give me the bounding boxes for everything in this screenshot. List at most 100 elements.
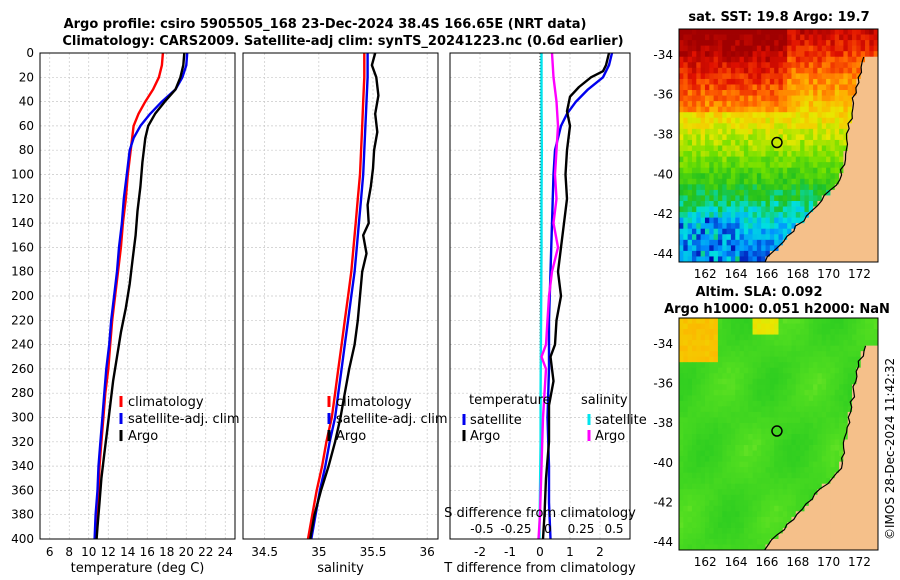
map-cell (691, 51, 697, 58)
land-cell (830, 494, 836, 501)
map-cell (826, 101, 831, 108)
map-cell (735, 434, 740, 440)
map-cell (804, 318, 810, 324)
map-cell (679, 167, 684, 174)
land-cell (873, 345, 879, 352)
map-cell (756, 472, 762, 479)
land-cell (852, 461, 857, 468)
map-cell (834, 84, 840, 91)
map-cell (683, 117, 689, 124)
map-cell (765, 318, 771, 324)
map-cell (739, 422, 745, 429)
map-cell (800, 489, 805, 496)
map-cell (743, 489, 749, 496)
land-cell (847, 250, 853, 257)
map-cell (852, 90, 857, 96)
map-cell (826, 318, 831, 324)
land-cell (856, 156, 862, 163)
land-cell (830, 256, 836, 263)
map-cell (752, 178, 758, 185)
map-cell (743, 200, 749, 207)
map-cell (752, 239, 758, 246)
map-cell (726, 428, 732, 435)
map-cell (696, 345, 702, 352)
map-cell (839, 367, 844, 374)
map-cell (687, 212, 693, 219)
map-cell (791, 400, 797, 407)
map-cell (869, 334, 875, 341)
map-cell (696, 200, 702, 207)
map-cell (813, 101, 818, 108)
map-cell (726, 90, 732, 96)
map-cell (787, 494, 792, 501)
map-cell (821, 56, 827, 63)
map-cell (826, 167, 831, 174)
land-cell (865, 373, 870, 380)
map-cell (826, 362, 831, 369)
land-cell (860, 228, 866, 235)
land-cell (847, 538, 853, 545)
land-cell (873, 178, 879, 185)
map-cell (700, 356, 706, 363)
land-cell (808, 239, 814, 246)
map-cell (804, 323, 810, 330)
land-cell (869, 472, 875, 479)
map-cell (748, 411, 753, 418)
land-cell (869, 367, 875, 374)
map-cell (830, 340, 836, 347)
land-cell (826, 494, 831, 501)
land-cell (800, 538, 805, 545)
map-cell (826, 467, 831, 474)
map-cell (865, 34, 870, 41)
map-cell (691, 400, 697, 407)
map-cell (826, 356, 831, 363)
land-cell (826, 538, 831, 545)
map-cell (778, 356, 784, 363)
map-cell (748, 373, 753, 380)
map-cell (782, 356, 788, 363)
map-cell (743, 450, 749, 457)
map-cell (739, 395, 745, 402)
map-cell (778, 318, 784, 324)
map-cell (869, 29, 875, 35)
land-cell (834, 223, 840, 230)
map-cell (743, 384, 749, 391)
map-cell (830, 73, 836, 80)
map-cell (795, 173, 801, 180)
map-cell (726, 123, 732, 130)
land-cell (873, 139, 879, 146)
map-cell (696, 329, 702, 335)
map-cell (687, 472, 693, 479)
map-cell (761, 505, 766, 512)
map-cell (717, 173, 723, 180)
map-cell (817, 411, 823, 418)
map-cell (761, 356, 766, 363)
map-cell (683, 472, 689, 479)
map-cell (713, 356, 719, 363)
map-cell (817, 67, 823, 74)
land-cell (830, 228, 836, 235)
land-cell (817, 245, 823, 252)
map-cell (808, 367, 814, 374)
map-cell (679, 212, 684, 219)
map-cell (691, 67, 697, 74)
land-cell (852, 151, 857, 157)
map-cell (774, 367, 779, 374)
map-cell (826, 450, 831, 457)
map-cell (795, 189, 801, 196)
map-cell (696, 544, 702, 551)
map-cell (687, 173, 693, 180)
map-cell (726, 395, 732, 402)
map-cell (826, 434, 831, 440)
land-cell (860, 373, 866, 380)
map-cell (700, 239, 706, 246)
coastline (764, 345, 867, 551)
map-cell (704, 34, 710, 41)
map-cell (830, 400, 836, 407)
map-cell (765, 95, 771, 102)
map-cell (726, 151, 732, 157)
map-cell (709, 389, 715, 396)
land-cell (860, 406, 866, 413)
map-cell (691, 245, 697, 252)
map-cell (739, 134, 745, 141)
